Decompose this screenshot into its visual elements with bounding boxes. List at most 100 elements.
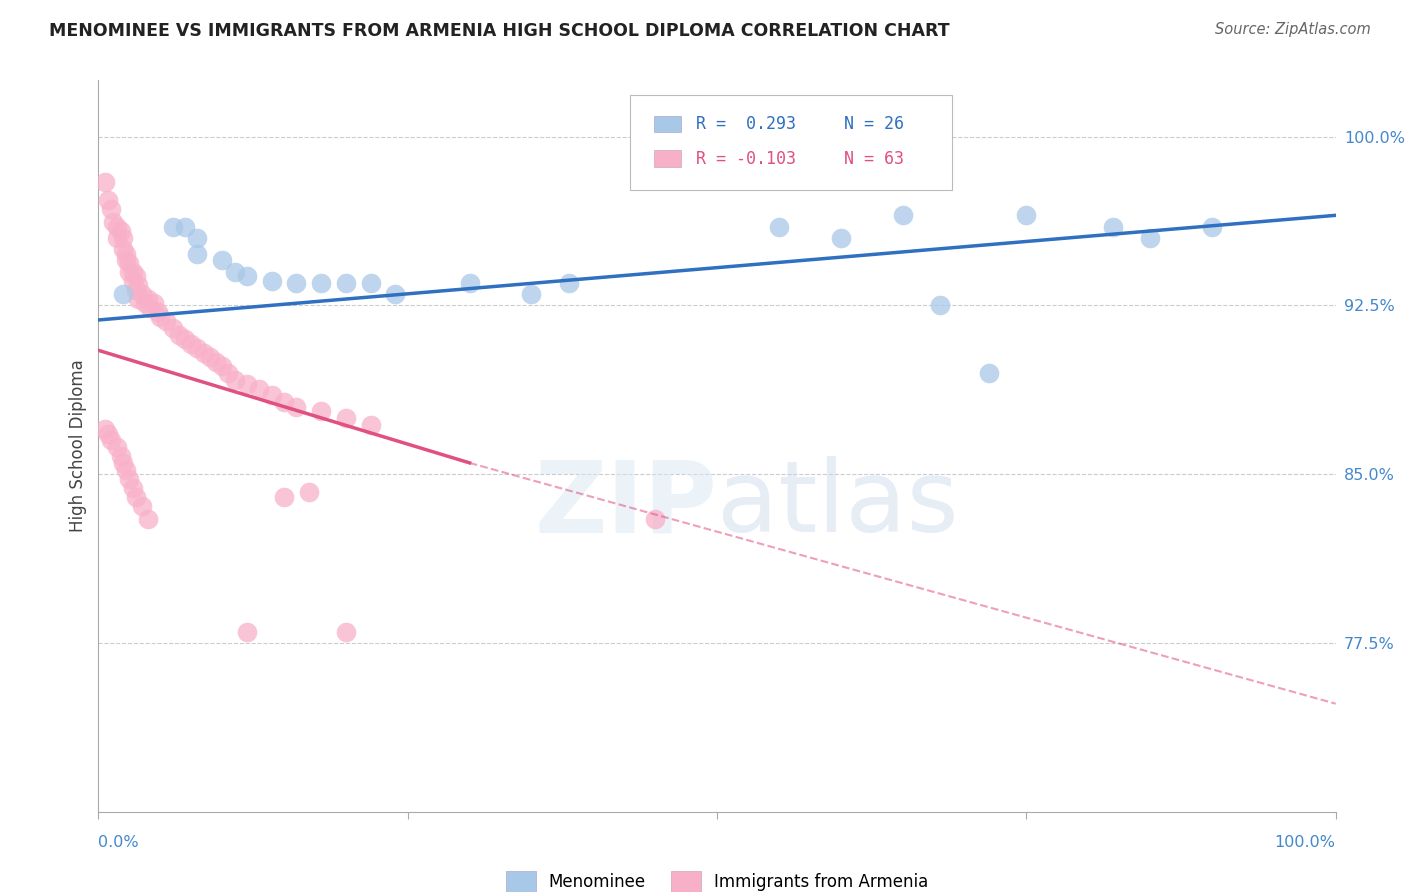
Point	[103, 215, 125, 229]
Text: atlas: atlas	[717, 456, 959, 553]
Point	[335, 410, 357, 425]
Y-axis label: High School Diploma: High School Diploma	[69, 359, 87, 533]
Bar	[654, 116, 681, 132]
Text: MENOMINEE VS IMMIGRANTS FROM ARMENIA HIGH SCHOOL DIPLOMA CORRELATION CHART: MENOMINEE VS IMMIGRANTS FROM ARMENIA HIG…	[49, 22, 950, 40]
Point	[122, 264, 145, 278]
Point	[118, 255, 141, 269]
Point	[180, 336, 202, 351]
Point	[557, 276, 579, 290]
Point	[155, 314, 177, 328]
Point	[236, 269, 259, 284]
Point	[134, 296, 156, 310]
Point	[122, 481, 145, 495]
Point	[124, 283, 146, 297]
Point	[979, 366, 1001, 380]
Point	[273, 490, 295, 504]
Point	[211, 359, 233, 373]
Bar	[654, 151, 681, 167]
Point	[520, 287, 543, 301]
Point	[285, 276, 308, 290]
Point	[114, 246, 136, 260]
Point	[186, 246, 208, 260]
Point	[122, 274, 145, 288]
Point	[127, 278, 149, 293]
Point	[136, 512, 159, 526]
Point	[273, 395, 295, 409]
Text: Source: ZipAtlas.com: Source: ZipAtlas.com	[1215, 22, 1371, 37]
Point	[131, 499, 153, 513]
Point	[100, 202, 122, 216]
Point	[360, 417, 382, 432]
Point	[112, 231, 135, 245]
Point	[124, 490, 146, 504]
Point	[136, 292, 159, 306]
Point	[285, 400, 308, 414]
Text: R = -0.103: R = -0.103	[696, 150, 796, 168]
Point	[335, 624, 357, 639]
Point	[224, 373, 246, 387]
Point	[118, 472, 141, 486]
Point	[186, 341, 208, 355]
Point	[928, 298, 950, 312]
Point	[93, 422, 115, 436]
Point	[105, 440, 128, 454]
Text: N = 63: N = 63	[845, 150, 904, 168]
Point	[211, 253, 233, 268]
Point	[118, 264, 141, 278]
Point	[97, 193, 120, 207]
Point	[236, 377, 259, 392]
Point	[1015, 208, 1038, 222]
Point	[97, 426, 120, 441]
Point	[110, 449, 132, 463]
Point	[1139, 231, 1161, 245]
Point	[458, 276, 481, 290]
Point	[112, 242, 135, 256]
Point	[93, 175, 115, 189]
Point	[105, 219, 128, 234]
Point	[830, 231, 852, 245]
Point	[131, 287, 153, 301]
Point	[127, 292, 149, 306]
Point	[1102, 219, 1125, 234]
Text: R =  0.293: R = 0.293	[696, 115, 796, 133]
Point	[360, 276, 382, 290]
Point	[139, 301, 162, 315]
Point	[260, 274, 283, 288]
Point	[193, 345, 215, 359]
Point	[260, 388, 283, 402]
Point	[384, 287, 406, 301]
Point	[298, 485, 321, 500]
Point	[335, 276, 357, 290]
Point	[198, 350, 221, 364]
Point	[110, 224, 132, 238]
Point	[309, 276, 332, 290]
Point	[105, 231, 128, 245]
Point	[891, 208, 914, 222]
Point	[114, 253, 136, 268]
Point	[186, 231, 208, 245]
Point	[236, 624, 259, 639]
Point	[143, 296, 166, 310]
Text: ZIP: ZIP	[534, 456, 717, 553]
Legend: Menominee, Immigrants from Armenia: Menominee, Immigrants from Armenia	[499, 865, 935, 892]
Point	[217, 366, 239, 380]
Point	[174, 219, 197, 234]
Point	[1201, 219, 1223, 234]
Point	[768, 219, 790, 234]
Text: 100.0%: 100.0%	[1275, 836, 1336, 850]
Point	[114, 462, 136, 476]
Point	[124, 269, 146, 284]
Point	[146, 305, 169, 319]
Point	[167, 327, 190, 342]
Point	[174, 332, 197, 346]
Point	[112, 456, 135, 470]
Point	[309, 404, 332, 418]
Point	[162, 219, 184, 234]
Point	[100, 434, 122, 448]
Point	[162, 321, 184, 335]
Point	[644, 512, 666, 526]
FancyBboxPatch shape	[630, 95, 952, 190]
Point	[149, 310, 172, 324]
Point	[112, 287, 135, 301]
Point	[205, 354, 228, 368]
